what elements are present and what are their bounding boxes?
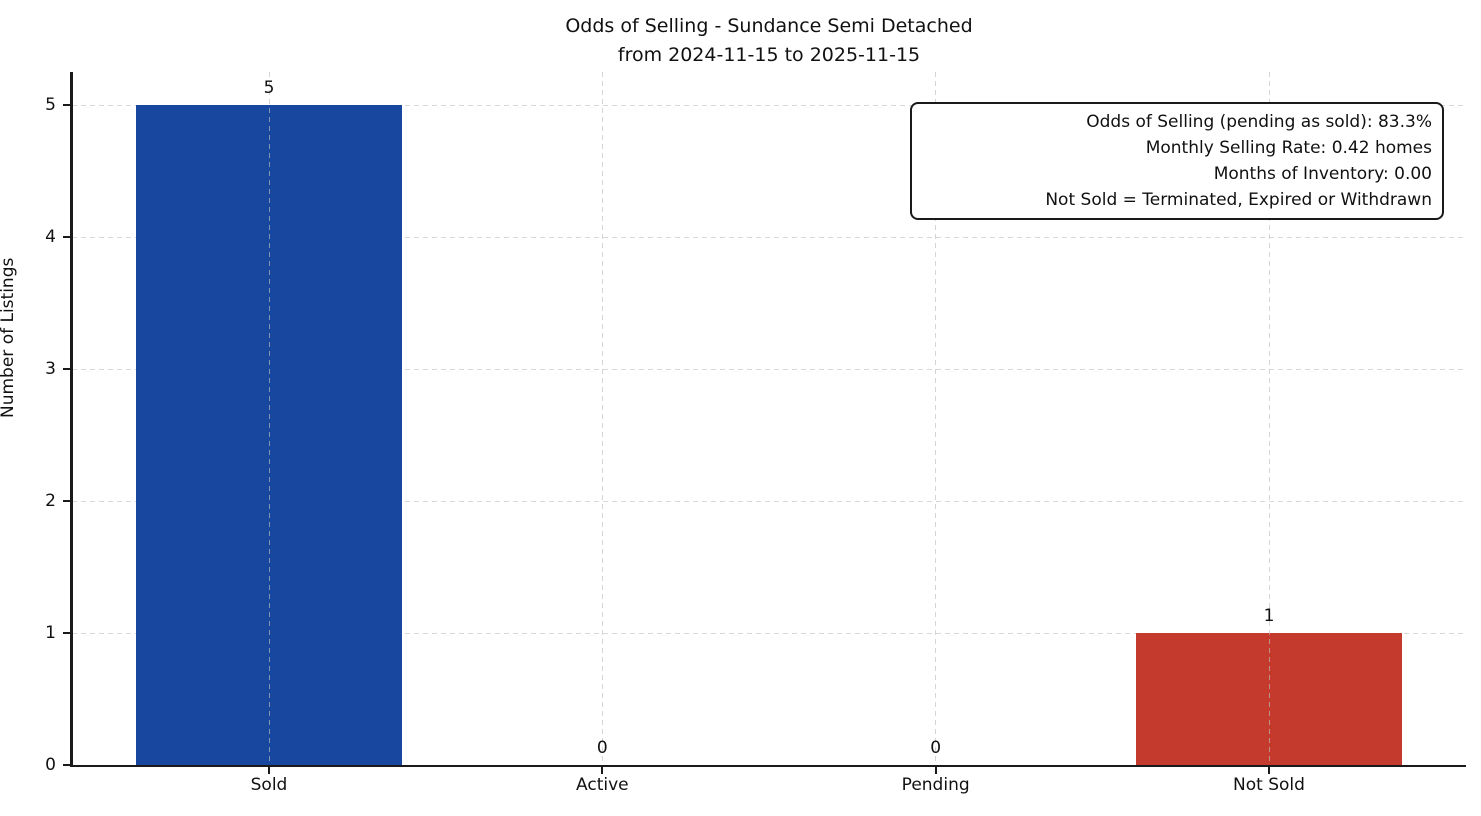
y-tick-1 [63, 632, 71, 634]
bar-value-label-not-sold: 1 [1263, 606, 1275, 626]
y-axis-spine [70, 72, 73, 767]
v-gridline-not-sold [1268, 72, 1270, 765]
x-tick-sold [268, 766, 270, 774]
y-tick-label-0: 0 [45, 754, 56, 775]
y-axis-title: Number of Listings [0, 257, 18, 418]
stats-line-inventory: Months of Inventory: 0.00 [1213, 164, 1432, 184]
h-gridline-3 [72, 368, 1466, 370]
y-tick-label-5: 5 [45, 94, 56, 115]
x-tick-pending [934, 766, 937, 774]
bar-value-label-active: 0 [596, 738, 608, 758]
x-tick-label-sold: Sold [250, 775, 288, 795]
stats-line-odds: Odds of Selling (pending as sold): 83.3% [1086, 112, 1432, 132]
y-tick-label-1: 1 [45, 622, 56, 643]
v-gridline-sold [268, 72, 270, 765]
h-gridline-2 [72, 500, 1466, 502]
y-tick-label-3: 3 [45, 358, 56, 379]
x-tick-not-sold [1268, 766, 1270, 774]
x-tick-active [601, 766, 604, 774]
h-gridline-5 [72, 104, 1466, 106]
v-gridline-pending [935, 72, 937, 765]
h-gridline-4 [72, 236, 1466, 238]
y-tick-4 [63, 236, 71, 238]
plot-area: 0 1 2 3 4 5 Sold 5 Active 0 Pending 0 Not Sold 1 [45, 72, 1466, 795]
h-gridline-1 [72, 632, 1466, 634]
y-tick-label-4: 4 [45, 226, 56, 247]
chart-title-line2: from 2024-11-15 to 2025-11-15 [617, 44, 921, 66]
chart-title-line1: Odds of Selling - Sundance Semi Detached [565, 15, 973, 37]
stats-annotation-box: Odds of Selling (pending as sold): 83.3%… [910, 102, 1444, 220]
x-tick-label-active: Active [576, 775, 629, 795]
x-tick-label-not-sold: Not Sold [1233, 775, 1305, 795]
y-tick-label-2: 2 [45, 490, 56, 511]
x-tick-label-pending: Pending [901, 775, 970, 795]
bar-value-label-pending: 0 [930, 738, 942, 758]
y-tick-0 [63, 764, 71, 766]
stats-line-rate: Monthly Selling Rate: 0.42 homes [1145, 138, 1432, 158]
y-tick-3 [63, 368, 71, 370]
y-tick-5 [63, 104, 71, 106]
y-tick-2 [63, 500, 71, 502]
stats-line-notsold-note: Not Sold = Terminated, Expired or Withdr… [1045, 190, 1432, 210]
chart-title: Odds of Selling - Sundance Semi Detached… [72, 12, 1466, 70]
x-axis-spine [70, 764, 1466, 767]
v-gridline-active [601, 72, 603, 765]
bar-value-label-sold: 5 [263, 78, 275, 98]
